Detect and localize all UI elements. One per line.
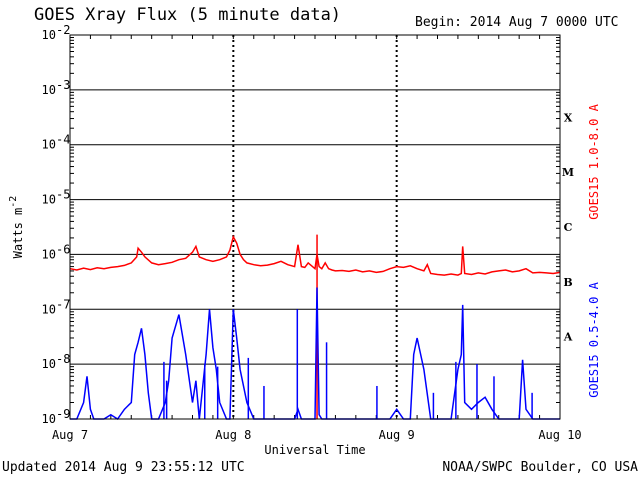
flare-class-X: X bbox=[564, 111, 573, 124]
y-axis-label: Watts m-2 bbox=[8, 196, 25, 259]
y-tick-label: 10 bbox=[42, 247, 56, 261]
grid-layer bbox=[70, 34, 560, 420]
credit-text: NOAA/SWPC Boulder, CO USA bbox=[442, 460, 638, 475]
y-tick-label: 10 bbox=[42, 83, 56, 97]
x-tick-label: Aug 9 bbox=[379, 428, 415, 442]
y-tick-exponent: -4 bbox=[56, 133, 70, 147]
series-layer bbox=[69, 234, 561, 421]
chart-title: GOES Xray Flux (5 minute data) bbox=[34, 5, 342, 25]
y-tick-exponent: -5 bbox=[56, 188, 70, 202]
y-axis-label-exponent: -2 bbox=[8, 196, 19, 208]
y-tick-exponent: -9 bbox=[56, 407, 70, 421]
y-tick-label: 10 bbox=[42, 138, 56, 152]
series-line-1 bbox=[70, 287, 560, 421]
y-tick-exponent: -6 bbox=[56, 242, 70, 256]
y-tick-exponent: -2 bbox=[56, 23, 70, 37]
x-tick-label: Aug 8 bbox=[215, 428, 251, 442]
flare-class-M: M bbox=[562, 166, 574, 179]
updated-time: Updated 2014 Aug 9 23:55:12 UTC bbox=[2, 460, 245, 475]
flare-class-C: C bbox=[564, 221, 573, 234]
x-tick-label: Aug 7 bbox=[52, 428, 88, 442]
flare-class-B: B bbox=[563, 276, 572, 289]
plot-frame bbox=[69, 34, 561, 420]
y-tick-exponent: -8 bbox=[56, 352, 70, 366]
x-axis-label: Universal Time bbox=[264, 443, 365, 457]
begin-time: Begin: 2014 Aug 7 0000 UTC bbox=[415, 15, 619, 30]
y-tick-label: 10 bbox=[42, 412, 56, 426]
y-tick-label: 10 bbox=[42, 302, 56, 316]
series-line-0 bbox=[69, 234, 561, 276]
y-tick-label: 10 bbox=[42, 357, 56, 371]
legend-entry-0: GOES15 1.0-8.0 A bbox=[587, 103, 601, 219]
legend-entry-1: GOES15 0.5-4.0 A bbox=[587, 281, 601, 397]
flare-class-A: A bbox=[563, 331, 573, 344]
y-tick-label: 10 bbox=[42, 28, 56, 42]
x-tick-label: Aug 10 bbox=[538, 428, 581, 442]
y-tick-exponent: -3 bbox=[56, 78, 70, 92]
y-tick-label: 10 bbox=[42, 193, 56, 207]
y-tick-exponent: -7 bbox=[56, 297, 70, 311]
